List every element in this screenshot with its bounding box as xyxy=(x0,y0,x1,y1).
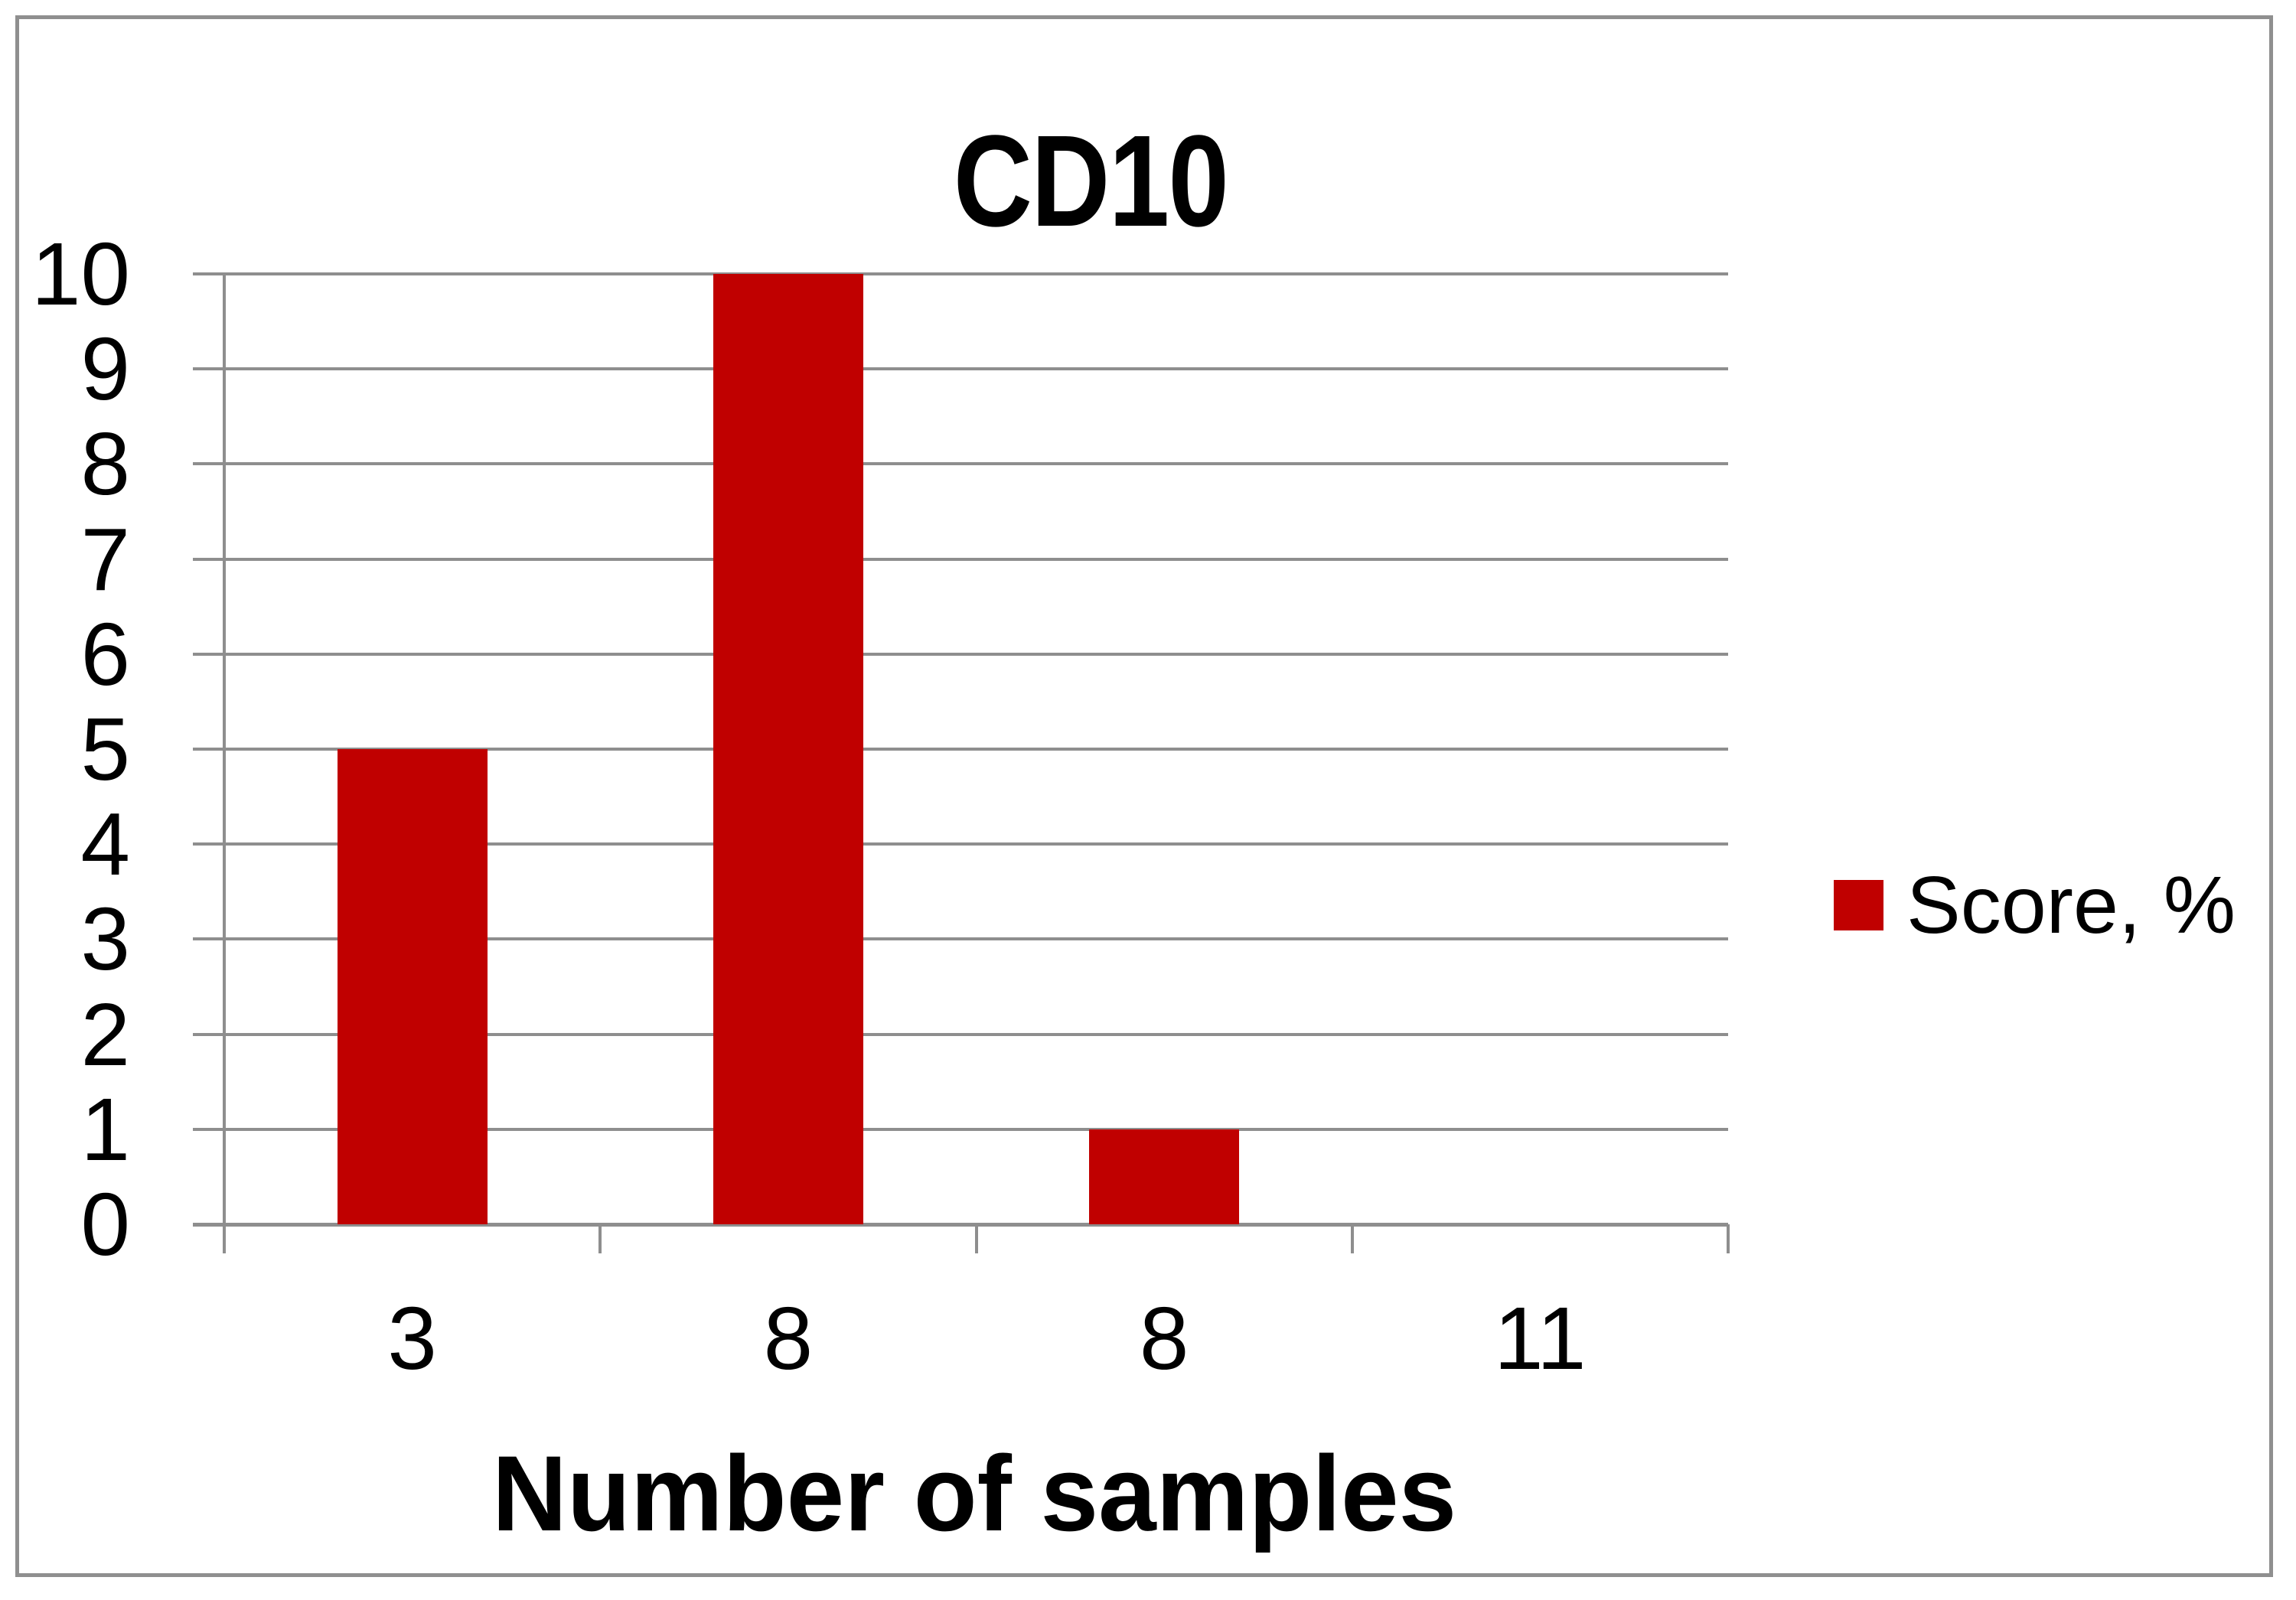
x-axis-line xyxy=(193,1223,1728,1227)
gridline xyxy=(193,842,1728,846)
x-tick-label: 8 xyxy=(1139,1289,1189,1388)
bar xyxy=(1089,1129,1240,1224)
x-axis-tick xyxy=(223,1224,226,1253)
legend-swatch xyxy=(1834,880,1883,930)
x-axis-tick xyxy=(1350,1224,1354,1253)
gridline xyxy=(193,1032,1728,1036)
legend: Score, % xyxy=(1834,863,2236,947)
x-tick-label: 8 xyxy=(763,1289,814,1388)
y-tick-label: 3 xyxy=(80,889,130,989)
y-tick-label: 10 xyxy=(31,224,130,324)
gridline xyxy=(193,748,1728,751)
gridline xyxy=(193,1127,1728,1131)
gridline xyxy=(193,462,1728,466)
x-tick-label: 11 xyxy=(1494,1289,1587,1388)
y-tick-label: 4 xyxy=(80,794,130,895)
gridline xyxy=(193,652,1728,656)
x-tick-label: 3 xyxy=(387,1289,437,1388)
y-tick-label: 1 xyxy=(80,1079,130,1179)
x-axis-title: Number of samples xyxy=(491,1433,1457,1553)
gridline xyxy=(193,557,1728,561)
gridline xyxy=(193,272,1728,275)
gridline xyxy=(193,367,1728,371)
x-axis-tick xyxy=(598,1224,602,1253)
legend-label: Score, % xyxy=(1906,860,2236,950)
y-tick-label: 0 xyxy=(80,1175,130,1274)
chart-title: CD10 xyxy=(953,109,1229,254)
y-tick-label: 8 xyxy=(80,414,130,514)
y-tick-label: 7 xyxy=(80,509,130,609)
bar xyxy=(337,749,488,1224)
y-axis-line xyxy=(223,272,226,1253)
y-tick-label: 5 xyxy=(80,699,130,799)
y-tick-label: 6 xyxy=(80,604,130,704)
x-axis-tick xyxy=(974,1224,978,1253)
x-axis-tick xyxy=(1727,1224,1730,1253)
y-tick-label: 9 xyxy=(80,319,130,419)
y-tick-label: 2 xyxy=(80,984,130,1084)
bar xyxy=(713,274,863,1224)
gridline xyxy=(193,937,1728,941)
